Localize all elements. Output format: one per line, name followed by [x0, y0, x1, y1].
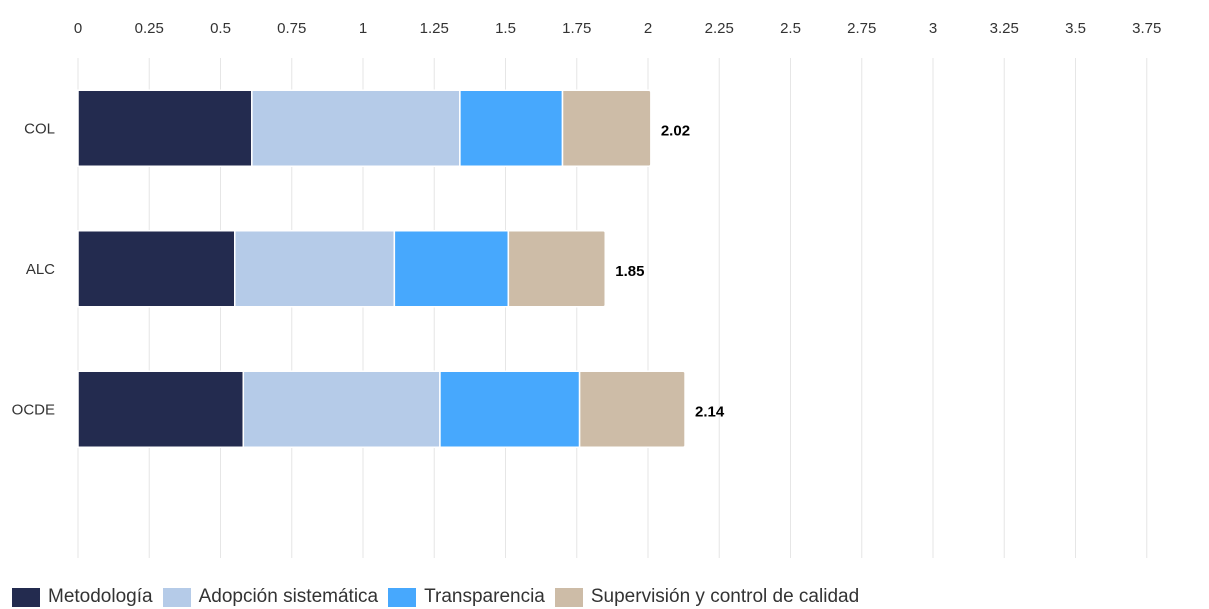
legend-swatch: [12, 587, 40, 607]
x-tick-label: 1: [359, 20, 367, 37]
total-labels: 2.02 1.85 2.14: [615, 122, 725, 420]
bar-segment: [439, 370, 581, 448]
x-tick-label: 3.25: [990, 20, 1019, 37]
total-label: 2.14: [695, 403, 725, 420]
x-tick-label: 0: [74, 20, 82, 37]
bar-segment: [77, 370, 245, 448]
bar-segment: [561, 89, 652, 167]
x-tick-label: 2.75: [847, 20, 876, 37]
legend-item: Transparencia: [388, 586, 545, 608]
legend-item: Metodología: [12, 586, 153, 608]
x-tick-label: 3.75: [1132, 20, 1161, 37]
x-tick-label: 0.75: [277, 20, 306, 37]
total-label: 2.02: [661, 122, 690, 139]
category-label: ALC: [26, 261, 55, 278]
bar-segment: [507, 230, 606, 308]
x-tick-label: 1.75: [562, 20, 591, 37]
bar-segment: [234, 230, 396, 308]
bar-segment: [393, 230, 510, 308]
legend-item: Supervisión y control de calidad: [554, 586, 860, 608]
total-label: 1.85: [615, 263, 644, 280]
category-labels: COL ALC OCDE: [12, 120, 56, 418]
x-axis-tick-labels: 0 0.25 0.5 0.75 1 1.25 1.5 1.75 2 2.25 2.5 2.75 3 3.2…: [74, 20, 1162, 37]
x-tick-label: 1.5: [495, 20, 516, 37]
x-tick-label: 1.25: [420, 20, 449, 37]
category-label: COL: [24, 120, 55, 137]
legend-item: Adopción sistemática: [162, 586, 379, 608]
bar-segment: [578, 370, 686, 448]
x-tick-label: 0.25: [135, 20, 164, 37]
legend-label: Transparencia: [424, 586, 545, 607]
x-tick-label: 2.25: [705, 20, 734, 37]
x-tick-label: 3.5: [1065, 20, 1086, 37]
legend-swatch: [162, 587, 191, 607]
x-tick-label: 3: [929, 20, 937, 37]
bar-segment: [77, 89, 253, 167]
legend-label: Metodología: [48, 586, 153, 607]
legend-label: Supervisión y control de calidad: [590, 586, 860, 607]
bar-segment: [459, 89, 564, 167]
legend-label: Adopción sistemática: [198, 586, 379, 607]
category-label: OCDE: [12, 401, 55, 418]
bar-segment: [242, 370, 441, 448]
bar-segments: [77, 89, 686, 448]
x-tick-label: 0.5: [210, 20, 231, 37]
x-tick-label: 2.5: [780, 20, 801, 37]
bar-segment: [251, 89, 461, 167]
legend-swatch: [554, 587, 583, 607]
x-tick-label: 2: [644, 20, 652, 37]
legend: Metodología Adopción sistemática Transpare…: [12, 585, 869, 609]
legend-swatch: [388, 587, 417, 607]
bar-segment: [77, 230, 236, 308]
